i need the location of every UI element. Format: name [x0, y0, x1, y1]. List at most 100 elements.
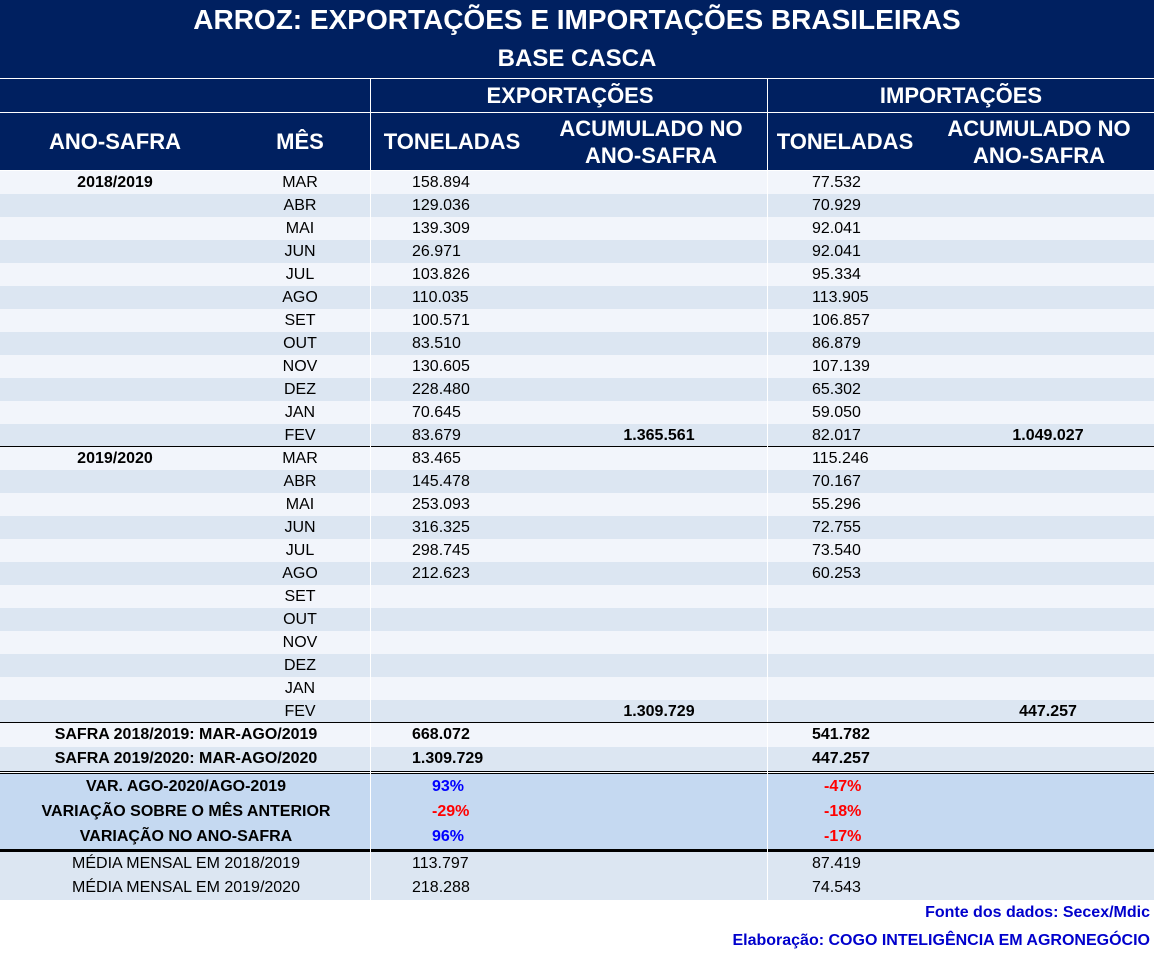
- table-row: 2018/2019 MAR 158.894 77.532: [0, 171, 1154, 194]
- mes-cell: NOV: [282, 634, 318, 651]
- exp-toneladas-cell: 26.971: [412, 243, 461, 260]
- imp-toneladas-cell: 115.246: [812, 450, 869, 467]
- exp-toneladas-cell: 158.894: [412, 174, 470, 191]
- exp-toneladas-cell: 100.571: [412, 312, 470, 329]
- mes-cell: MAR: [282, 450, 318, 467]
- source-note: Fonte dos dados: Secex/Mdic: [925, 904, 1150, 921]
- average-exp-value: 218.288: [412, 879, 470, 896]
- table-row: 2019/2020 MAR 83.465 115.246: [0, 447, 1154, 470]
- variation-row: VAR. AGO-2020/AGO-2019 93% -47%: [0, 774, 1154, 799]
- mes-cell: NOV: [282, 358, 318, 375]
- mes-cell: DEZ: [284, 657, 316, 674]
- exp-toneladas-cell: 70.645: [412, 404, 461, 421]
- mes-cell: MAI: [285, 220, 315, 237]
- table-row: NOV 130.605 107.139: [0, 355, 1154, 378]
- safra-total-row: SAFRA 2018/2019: MAR-AGO/2019 668.072 541.…: [0, 723, 1154, 747]
- exp-toneladas-cell: 145.478: [412, 473, 470, 490]
- table-row: ABR 129.036 70.929: [0, 194, 1154, 217]
- imp-toneladas-cell: 82.017: [812, 427, 861, 444]
- imp-acumulado-cell: 1.049.027: [1012, 427, 1084, 444]
- variation-exp-value: -29%: [432, 803, 470, 820]
- variation-row: VARIAÇÃO NO ANO-SAFRA 96% -17%: [0, 824, 1154, 849]
- imp-toneladas-cell: 73.540: [812, 542, 861, 559]
- imp-toneladas-cell: 70.167: [812, 473, 861, 490]
- table-row: MAI 253.093 55.296: [0, 493, 1154, 516]
- table-row: ABR 145.478 70.167: [0, 470, 1154, 493]
- table-row: AGO 110.035 113.905: [0, 286, 1154, 309]
- section-importacoes: IMPORTAÇÕES: [879, 83, 1043, 108]
- variation-label: VARIAÇÃO NO ANO-SAFRA: [79, 828, 293, 845]
- average-row: MÉDIA MENSAL EM 2018/2019 113.797 87.419: [0, 852, 1154, 876]
- safra-label: SAFRA 2018/2019: MAR-AGO/2019: [54, 726, 318, 743]
- safra-exp-value: 1.309.729: [412, 750, 484, 767]
- exp-toneladas-cell: 139.309: [412, 220, 470, 237]
- table-row: SET: [0, 585, 1154, 608]
- variation-exp-value: 93%: [432, 778, 465, 795]
- table-subtitle: BASE CASCA: [0, 40, 1154, 78]
- imp-toneladas-cell: 59.050: [812, 404, 861, 421]
- safra-label: SAFRA 2019/2020: MAR-AGO/2020: [54, 750, 318, 767]
- variation-imp-value: -47%: [824, 778, 862, 795]
- average-imp-value: 74.543: [812, 879, 861, 896]
- col-exp-toneladas: TONELADAS: [383, 129, 521, 154]
- ano-safra-cell: 2018/2019: [77, 174, 153, 191]
- imp-toneladas-cell: 113.905: [812, 289, 869, 306]
- variation-label: VAR. AGO-2020/AGO-2019: [85, 778, 287, 795]
- variation-row: VARIAÇÃO SOBRE O MÊS ANTERIOR -29% -18%: [0, 799, 1154, 824]
- exp-toneladas-cell: 298.745: [412, 542, 470, 559]
- imp-toneladas-cell: 65.302: [812, 381, 861, 398]
- exp-toneladas-cell: 83.679: [412, 427, 461, 444]
- exp-toneladas-cell: 110.035: [412, 289, 469, 306]
- table-row: OUT 83.510 86.879: [0, 332, 1154, 355]
- mes-cell: JUN: [284, 243, 316, 260]
- safra-imp-value: 541.782: [812, 726, 870, 743]
- mes-cell: JUL: [285, 266, 315, 283]
- credit-note: Elaboração: COGO INTELIGÊNCIA EM AGRONEG…: [732, 932, 1150, 949]
- column-header-row: ANO-SAFRA MÊS TONELADAS ACUMULADO NO ANO…: [0, 112, 1154, 171]
- exp-toneladas-cell: 253.093: [412, 496, 470, 513]
- col-imp-acumulado: ACUMULADO NO ANO-SAFRA: [947, 115, 1131, 168]
- variation-imp-value: -18%: [824, 803, 862, 820]
- exp-toneladas-cell: 83.510: [412, 335, 461, 352]
- safra-imp-value: 447.257: [812, 750, 870, 767]
- mes-cell: FEV: [284, 427, 316, 444]
- imp-toneladas-cell: 92.041: [812, 220, 861, 237]
- table-row: OUT: [0, 608, 1154, 631]
- mes-cell: MAR: [282, 174, 318, 191]
- mes-cell: MAI: [285, 496, 315, 513]
- mes-cell: SET: [284, 588, 316, 605]
- exp-toneladas-cell: 316.325: [412, 519, 470, 536]
- mes-cell: OUT: [283, 611, 317, 628]
- imp-toneladas-cell: 92.041: [812, 243, 861, 260]
- mes-cell: JUL: [285, 542, 315, 559]
- col-mes: MÊS: [276, 129, 324, 154]
- mes-cell: ABR: [283, 197, 317, 214]
- table-row: FEV 1.309.729 447.257: [0, 700, 1154, 723]
- col-imp-toneladas: TONELADAS: [776, 129, 914, 154]
- table-row: JUN 26.971 92.041: [0, 240, 1154, 263]
- exp-toneladas-cell: 130.605: [412, 358, 470, 375]
- exp-toneladas-cell: 83.465: [412, 450, 461, 467]
- exp-toneladas-cell: 228.480: [412, 381, 470, 398]
- table-row: JUN 316.325 72.755: [0, 516, 1154, 539]
- mes-cell: DEZ: [284, 381, 316, 398]
- imp-toneladas-cell: 70.929: [812, 197, 861, 214]
- ano-safra-cell: 2019/2020: [77, 450, 153, 467]
- mes-cell: FEV: [284, 703, 316, 720]
- mes-cell: JAN: [284, 404, 316, 421]
- safra-total-row: SAFRA 2019/2020: MAR-AGO/2020 1.309.729 44…: [0, 747, 1154, 771]
- imp-toneladas-cell: 55.296: [812, 496, 861, 513]
- safra-exp-value: 668.072: [412, 726, 470, 743]
- imp-toneladas-cell: 72.755: [812, 519, 861, 536]
- mes-cell: SET: [284, 312, 316, 329]
- table-title: ARROZ: EXPORTAÇÕES E IMPORTAÇÕES BRASILE…: [0, 0, 1154, 40]
- col-exp-acumulado: ACUMULADO NO ANO-SAFRA: [559, 115, 743, 168]
- variation-label: VARIAÇÃO SOBRE O MÊS ANTERIOR: [41, 803, 331, 820]
- mes-cell: AGO: [282, 565, 318, 582]
- exp-toneladas-cell: 103.826: [412, 266, 470, 283]
- table-row: DEZ: [0, 654, 1154, 677]
- table-row: FEV 83.679 1.365.561 82.017 1.049.027: [0, 424, 1154, 447]
- section-header-row: EXPORTAÇÕES IMPORTAÇÕES: [0, 78, 1154, 113]
- mes-cell: OUT: [283, 335, 317, 352]
